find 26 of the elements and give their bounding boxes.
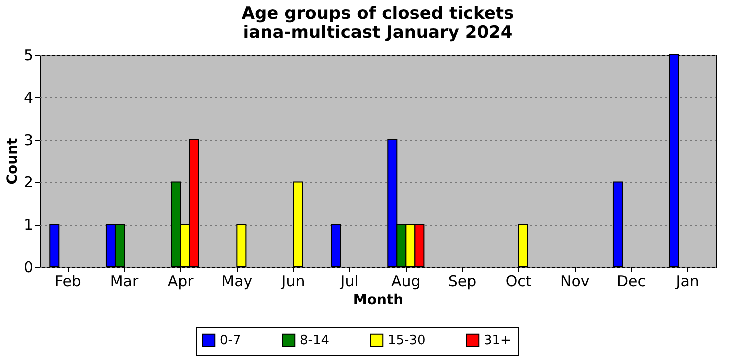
y-tick-label: 3 xyxy=(24,131,34,150)
x-tick-label: Dec xyxy=(616,272,646,290)
x-tick-label: Mar xyxy=(110,272,140,290)
x-tick-label: Nov xyxy=(560,272,590,290)
x-axis-title: Month xyxy=(353,292,404,308)
legend-label: 0-7 xyxy=(220,333,242,348)
y-tick-label: 5 xyxy=(24,46,34,64)
chart-subtitle: iana-multicast January 2024 xyxy=(243,23,513,43)
y-tick-label: 4 xyxy=(24,88,34,107)
x-tick-label: Jan xyxy=(675,272,700,290)
y-tick-label: 1 xyxy=(24,216,34,234)
legend-label: 15-30 xyxy=(388,333,426,348)
x-tick-label: Feb xyxy=(54,272,82,290)
x-tick-label: Jul xyxy=(340,272,359,290)
x-tick-label: Aug xyxy=(392,272,421,290)
y-axis-title: Count xyxy=(4,138,21,185)
y-tick-label: 2 xyxy=(24,174,34,192)
y-tick-label: 0 xyxy=(24,258,34,276)
x-tick-label: Sep xyxy=(448,272,477,290)
x-tick-label: May xyxy=(222,272,253,290)
chart-title: Age groups of closed tickets xyxy=(242,4,514,24)
x-tick-label: Apr xyxy=(168,272,195,290)
x-tick-label: Jun xyxy=(280,272,306,290)
x-tick-label: Oct xyxy=(506,272,532,290)
legend-label: 8-14 xyxy=(300,333,330,348)
legend-label: 31+ xyxy=(484,333,512,348)
